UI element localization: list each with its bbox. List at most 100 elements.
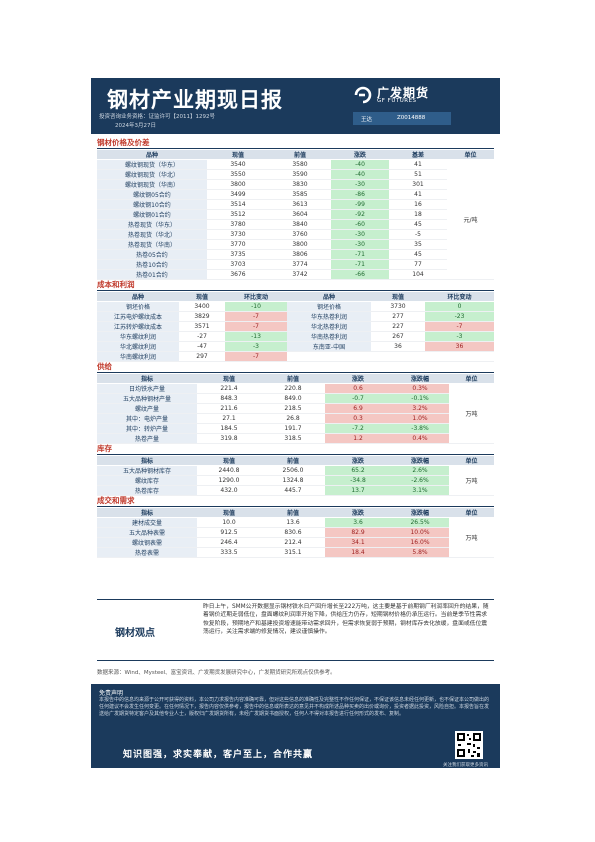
previous-value: 3806 [269, 249, 331, 260]
table-row: 螺纹钢表需 246.4 212.4 34.1 16.0% [97, 537, 494, 548]
table-row: 其中：电炉产量 27.1 26.8 0.3 1.0% [97, 413, 494, 424]
current-value: 3540 [207, 159, 269, 170]
row-label: 东南亚-中国 [287, 341, 371, 352]
change-value: -13 [225, 331, 287, 342]
table-header-cell: 品种 [97, 292, 179, 302]
current-value: 3550 [207, 169, 269, 180]
analyst-badge: 王达 Z0014888 [353, 112, 451, 125]
table-header-cell: 单位 [449, 374, 494, 384]
current-value: 184.5 [197, 423, 261, 434]
previous-value: 3585 [269, 189, 331, 200]
table-row: 钢坯价格 3400 -10 钢坯价格 3730 0 [97, 301, 494, 312]
table-row: 热卷库存 432.0 445.7 13.7 3.1% [97, 485, 494, 496]
qr-code-icon[interactable] [455, 731, 483, 759]
current-value: 267 [371, 331, 425, 342]
qr-caption: 关注我们获取更多资讯 [443, 763, 488, 768]
current-value: 277 [371, 311, 425, 322]
table-row: 热卷01合约 3676 3742 -66 104 [97, 269, 494, 280]
table-header-cell: 涨跌 [331, 150, 389, 160]
row-label: 螺纹钢现货（华南） [97, 179, 207, 190]
previous-value: 315.1 [261, 547, 325, 558]
previous-value: 3800 [269, 239, 331, 250]
basis-value: 41 [389, 189, 447, 200]
change-value: -30 [331, 179, 389, 190]
basis-value: 45 [389, 219, 447, 230]
table-header-cell: 现值 [197, 374, 261, 384]
current-value: 912.5 [197, 527, 261, 538]
change-percent: 3.2% [391, 403, 449, 414]
current-value: 3499 [207, 189, 269, 200]
change-value: -86 [331, 189, 389, 200]
section-title-prices: 钢材价格及价差 [97, 138, 494, 149]
row-label: 华北螺纹利润 [97, 341, 179, 352]
previous-value: 3580 [269, 159, 331, 170]
row-label: 螺纹库存 [97, 475, 197, 486]
section-title-cost: 成本和利润 [97, 280, 494, 291]
table-row: 五大品种钢材库存 2440.8 2506.0 65.2 2.6% 万吨 [97, 465, 494, 496]
table-row: 热卷05合约 3735 3806 -71 45 [97, 249, 494, 260]
change-value: -66 [331, 269, 389, 280]
data-source-note: 数据来源：Wind、Mysteel、富宝资讯、广发期货发展研究中心，广发期货研究… [97, 670, 336, 676]
table-row: 热卷表需 333.5 315.1 18.4 5.8% [97, 547, 494, 558]
table-header-cell: 涨跌 [325, 456, 391, 466]
table-row: 螺纹钢现货（华东） 3540 3580 -40 41 元/吨 [97, 159, 494, 280]
table-header-cell: 现值 [371, 292, 425, 302]
row-label: 钢坯价格 [287, 301, 371, 312]
table-row: 螺纹钢10合约 3514 3613 -99 16 [97, 199, 494, 210]
row-label: 其中：转炉产量 [97, 423, 197, 434]
row-label: 螺纹钢01合约 [97, 209, 207, 220]
table-header-cell: 环比变动 [225, 292, 287, 302]
supply-table: 指标 现值 前值 涨跌 涨跌幅 单位 日均铁水产量 221.4 220.8 0.6 0.3% 万吨五… [97, 374, 494, 444]
table-header-cell: 指标 [97, 456, 197, 466]
change-percent: 16.0% [391, 537, 449, 548]
change-value: 1.2 [325, 433, 391, 444]
logo-text-en: GF FUTURES [377, 98, 417, 104]
report-sheet: 钢材产业期现日报 投资咨询业务资格：证监许可【2011】1292号 2024年3… [91, 78, 500, 768]
report-title: 钢材产业期现日报 [107, 88, 283, 112]
table-header-cell: 环比变动 [425, 292, 494, 302]
change-percent: -3.8% [391, 423, 449, 434]
change-value: -23 [425, 311, 494, 322]
current-value: 319.8 [197, 433, 261, 444]
basis-value: 45 [389, 249, 447, 260]
current-value: 221.4 [197, 383, 261, 394]
report-footer: 免责声明 本报告中的信息均来源于公开可获得的资料，本公司力求报告内容准确可靠，但… [91, 684, 500, 768]
previous-value: 445.7 [261, 485, 325, 496]
table-row: 其中：转炉产量 184.5 191.7 -7.2 -3.8% [97, 423, 494, 434]
table-row: 螺纹库存 1290.0 1324.8 -34.8 -2.6% [97, 475, 494, 486]
table-header-cell: 品种 [97, 150, 207, 160]
table-row: 五大品种表需 912.5 830.6 82.9 10.0% [97, 527, 494, 538]
previous-value: 26.8 [261, 413, 325, 424]
table-header-cell: 现值 [207, 150, 269, 160]
change-value: -30 [331, 229, 389, 240]
row-label: 华东螺纹利润 [97, 331, 179, 342]
previous-value: 3742 [269, 269, 331, 280]
current-value: 333.5 [197, 547, 261, 558]
current-value: 3780 [207, 219, 269, 230]
current-value: 3730 [371, 301, 425, 312]
change-value: 0.6 [325, 383, 391, 394]
change-value: 36 [425, 341, 494, 352]
table-row: 江苏电炉螺纹成本 3829 -7 华东热卷利润 277 -23 [97, 311, 494, 322]
current-value: 848.3 [197, 393, 261, 404]
table-row: 华南螺纹利润 297 -7 [97, 351, 494, 362]
row-label: 其中：电炉产量 [97, 413, 197, 424]
table-header-cell: 涨跌幅 [391, 374, 449, 384]
row-label: 热卷表需 [97, 547, 197, 558]
previous-value: 830.6 [261, 527, 325, 538]
current-value: 297 [179, 351, 225, 362]
row-label: 五大品种钢材库存 [97, 465, 197, 476]
basis-value: 41 [389, 159, 447, 170]
current-value: -47 [179, 341, 225, 352]
change-percent: 1.0% [391, 413, 449, 424]
logo-text-cn: 广发期货 [377, 86, 430, 100]
change-value: 6.9 [325, 403, 391, 414]
table-row: 华东螺纹利润 -27 -13 华南热卷利润 267 -3 [97, 331, 494, 342]
market-view-label: 钢材观点 [115, 628, 155, 639]
table-row: 螺纹钢现货（华南） 3800 3830 -30 301 [97, 179, 494, 190]
previous-value: 191.7 [261, 423, 325, 434]
row-label: 江苏转炉螺纹成本 [97, 321, 179, 332]
current-value: 432.0 [197, 485, 261, 496]
change-value: -0.7 [325, 393, 391, 404]
table-row: 五大品种钢材产量 848.3 849.0 -0.7 -0.1% [97, 393, 494, 404]
